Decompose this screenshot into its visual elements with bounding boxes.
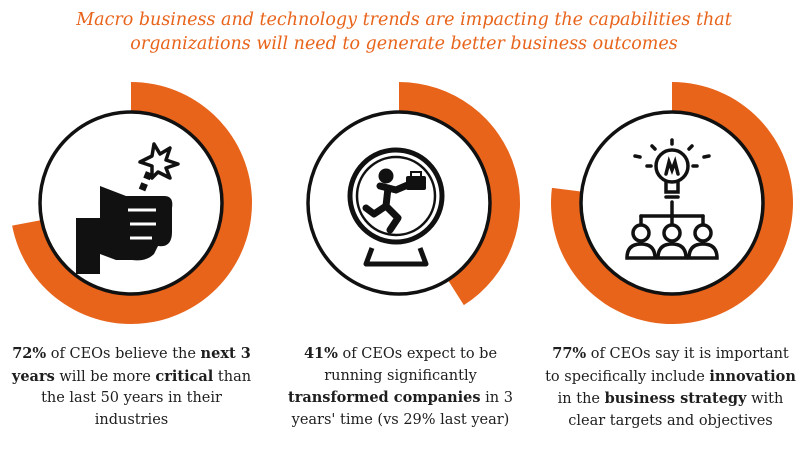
- caption-text: of CEOs say it is important to specifica…: [545, 346, 789, 385]
- caption-emphasis: transformed companies: [288, 389, 481, 406]
- lightbulb-team-icon: [625, 138, 719, 260]
- caption-emphasis: critical: [155, 367, 214, 385]
- fist-breaking-icon: [76, 142, 180, 274]
- title-line-2: organizations will need to generate bett…: [130, 34, 678, 54]
- caption-text: of CEOs believe the: [46, 346, 201, 362]
- caption-72: 72% of CEOs believe the next 3 years wil…: [4, 343, 259, 431]
- gauge-41-percent: [306, 82, 520, 306]
- gauge-inner-circle: [306, 110, 492, 296]
- title-line-1: Macro business and technology trends are…: [76, 10, 732, 30]
- caption-emphasis: business strategy: [604, 390, 747, 407]
- caption-text: in 3 years' time (vs 29% last year): [291, 390, 513, 428]
- caption-41: 41% of CEOs expect to be running signifi…: [273, 343, 528, 431]
- gauge-77-percent: [551, 82, 793, 325]
- caption-emphasis: 77%: [552, 345, 587, 362]
- caption-emphasis: innovation: [709, 367, 796, 385]
- caption-text: of CEOs expect to be running significant…: [324, 346, 498, 384]
- gauge-arc-41: [399, 82, 520, 306]
- hamster-wheel-runner-icon: [347, 147, 445, 267]
- caption-text: than the last 50 years in their industri…: [41, 368, 252, 428]
- caption-emphasis: 41%: [303, 345, 338, 362]
- page-title: Macro business and technology trends are…: [0, 8, 808, 56]
- caption-77: 77% of CEOs say it is important to speci…: [543, 343, 798, 432]
- caption-text: with clear targets and objectives: [568, 391, 784, 429]
- caption-emphasis: next 3 years: [11, 345, 251, 385]
- caption-text: in the: [557, 391, 605, 407]
- caption-text: will be more: [54, 368, 156, 385]
- gauge-72-percent: [12, 82, 252, 324]
- caption-emphasis: 72%: [12, 345, 47, 362]
